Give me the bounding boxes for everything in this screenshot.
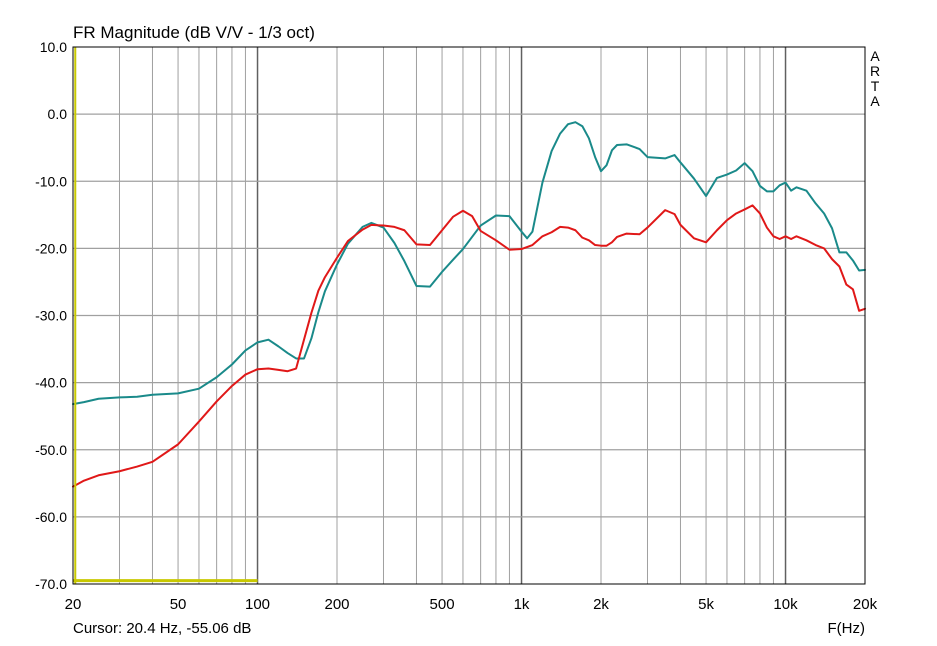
- y-tick-label: -20.0: [35, 240, 67, 256]
- x-axis-title: F(Hz): [828, 620, 866, 637]
- series-line-teal: [72, 121, 866, 406]
- x-tick-label: 2k: [593, 596, 609, 613]
- y-tick-label: -30.0: [35, 308, 67, 324]
- y-tick-label: 0.0: [48, 106, 68, 122]
- y-axis-tick-labels: 10.0 0.0 -10.0 -20.0 -30.0 -40.0 -50.0 -60.0 -70…: [35, 39, 67, 592]
- x-tick-label: 100: [245, 596, 270, 613]
- x-tick-label: 200: [324, 596, 349, 613]
- cursor-readout: Cursor: 20.4 Hz, -55.06 dB: [73, 620, 251, 637]
- y-tick-label: -70.0: [35, 576, 67, 592]
- x-tick-label: 10k: [773, 596, 798, 613]
- plot-frame: [72, 46, 866, 585]
- data-series: [72, 121, 866, 488]
- x-axis-tick-labels: 20 50 100 200 500 1k 2k 5k 10k 20k: [65, 596, 878, 613]
- series-line-red: [72, 204, 866, 488]
- cursor-overlay[interactable]: [73, 47, 258, 584]
- chart-title: FR Magnitude (dB V/V - 1/3 oct): [73, 23, 315, 42]
- y-tick-label: -60.0: [35, 509, 67, 525]
- grid-lines: [73, 47, 865, 584]
- y-tick-label: -40.0: [35, 375, 67, 391]
- y-tick-label: -50.0: [35, 442, 67, 458]
- brand-letter: A: [870, 93, 880, 109]
- x-tick-label: 20k: [853, 596, 878, 613]
- x-tick-label: 20: [65, 596, 82, 613]
- x-tick-label: 50: [170, 596, 187, 613]
- brand-letter: A: [870, 48, 880, 64]
- x-tick-label: 1k: [514, 596, 530, 613]
- brand-letter: T: [871, 78, 880, 94]
- x-tick-label: 5k: [698, 596, 714, 613]
- brand-letter: R: [870, 63, 880, 79]
- y-tick-label: -10.0: [35, 173, 67, 189]
- x-tick-label: 500: [430, 596, 455, 613]
- y-tick-label: 10.0: [40, 39, 67, 55]
